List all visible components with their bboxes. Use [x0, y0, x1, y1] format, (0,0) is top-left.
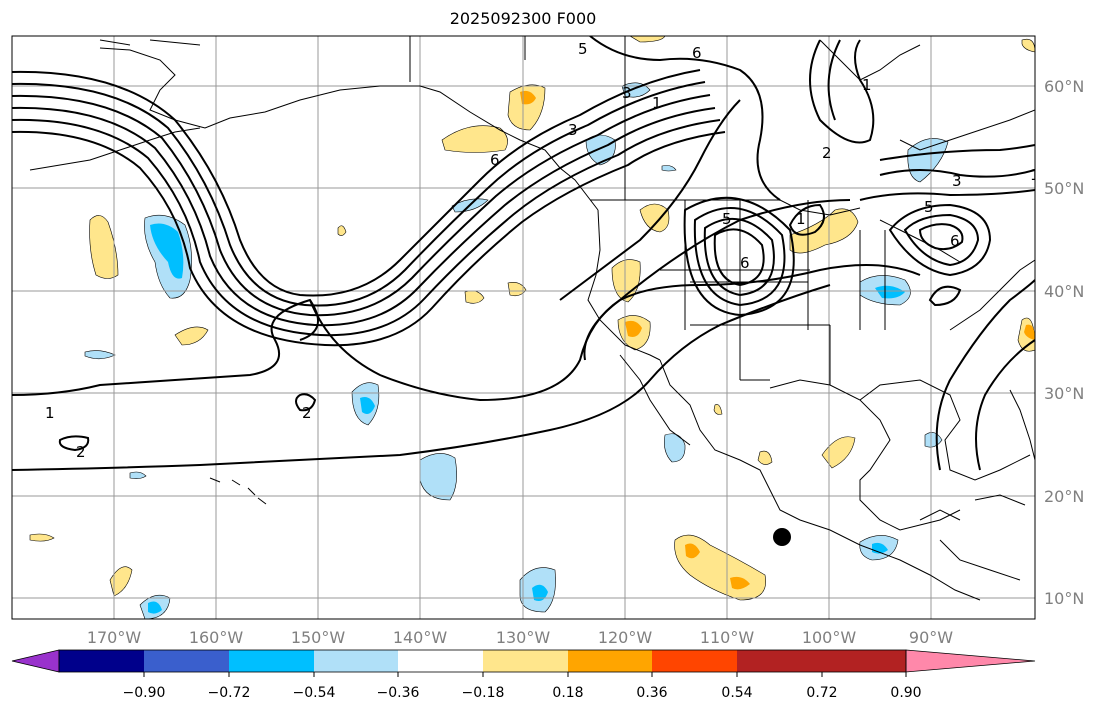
- contour-label: 1: [796, 210, 806, 228]
- colorbar-segment: [59, 650, 144, 672]
- lon-label: 140°W: [393, 628, 448, 647]
- map-title: 2025092300 F000: [449, 9, 597, 28]
- colorbar-segment: [568, 650, 652, 672]
- latitude-labels: 60°N 50°N 40°N 30°N 20°N 10°N: [1044, 77, 1084, 608]
- colorbar-segment: [144, 650, 229, 672]
- contour-lines: [12, 36, 1035, 471]
- contour-label: 2: [302, 404, 312, 422]
- lat-label: 60°N: [1044, 77, 1084, 96]
- contour-label: 1: [45, 404, 55, 422]
- colorbar-tick-label: −0.36: [377, 685, 420, 701]
- colorbar-segment: [822, 650, 906, 672]
- lon-label: 170°W: [87, 628, 142, 647]
- lat-label: 50°N: [1044, 179, 1084, 198]
- colorbar-segment: [314, 650, 398, 672]
- colorbar-tick-label: −0.72: [208, 685, 251, 701]
- contour-label: 6: [950, 232, 960, 250]
- contour-label: 5: [924, 198, 934, 216]
- anomaly-shading: [29, 36, 1035, 619]
- colorbar-segment: [229, 650, 314, 672]
- lon-label: 110°W: [700, 628, 755, 647]
- contour-label: 3: [568, 121, 578, 139]
- colorbar-tick-label: 0.54: [721, 685, 752, 701]
- lat-label: 10°N: [1044, 589, 1084, 608]
- lon-label: 120°W: [598, 628, 653, 647]
- contour-label: 5: [722, 210, 732, 228]
- colorbar-tick-label: −0.90: [123, 685, 166, 701]
- lon-label: 100°W: [802, 628, 857, 647]
- lon-label: 90°W: [909, 628, 953, 647]
- storm-center-marker: [773, 528, 791, 546]
- colorbar-tick-label: 0.18: [552, 685, 583, 701]
- colorbar-segment: [652, 650, 737, 672]
- lon-label: 160°W: [189, 628, 244, 647]
- lat-label: 40°N: [1044, 282, 1084, 301]
- colorbar-tick-label: 0.36: [636, 685, 667, 701]
- colorbar-segment: [483, 650, 568, 672]
- colorbar-tick-label: −0.54: [293, 685, 336, 701]
- contour-label: 1: [1030, 166, 1040, 184]
- lat-label: 20°N: [1044, 487, 1084, 506]
- colorbar: −0.90 −0.72 −0.54 −0.36 −0.18 0.18 0.36 …: [11, 649, 1036, 701]
- colorbar-extend-left: [11, 649, 60, 673]
- colorbar-tick-label: −0.18: [462, 685, 505, 701]
- contour-label: 6: [692, 44, 702, 62]
- colorbar-extend-right: [905, 649, 1036, 673]
- lat-label: 30°N: [1044, 384, 1084, 403]
- colorbar-tick-label: 0.72: [806, 685, 837, 701]
- contour-label: 3: [952, 172, 962, 190]
- longitude-labels: 170°W 160°W 150°W 140°W 130°W 120°W 110°…: [87, 628, 953, 647]
- contour-label: 6: [490, 151, 500, 169]
- lon-label: 150°W: [291, 628, 346, 647]
- map-frame: [11, 35, 1036, 620]
- contour-label: 2: [822, 144, 832, 162]
- contour-label: 5: [578, 40, 588, 58]
- colorbar-segment: [398, 650, 483, 672]
- contour-label: 1: [862, 76, 872, 94]
- colorbar-tick-label: 0.90: [890, 685, 921, 701]
- contour-label-group: 5 6 1 3 6 5 6 1 1 2 3 5 6 3 1 2 1 2: [45, 40, 1040, 461]
- contour-label: 1: [652, 94, 662, 112]
- colorbar-segment: [737, 650, 822, 672]
- contour-label: 6: [740, 254, 750, 272]
- lon-label: 130°W: [496, 628, 551, 647]
- contour-label: 2: [76, 443, 86, 461]
- contour-label: 3: [622, 84, 632, 102]
